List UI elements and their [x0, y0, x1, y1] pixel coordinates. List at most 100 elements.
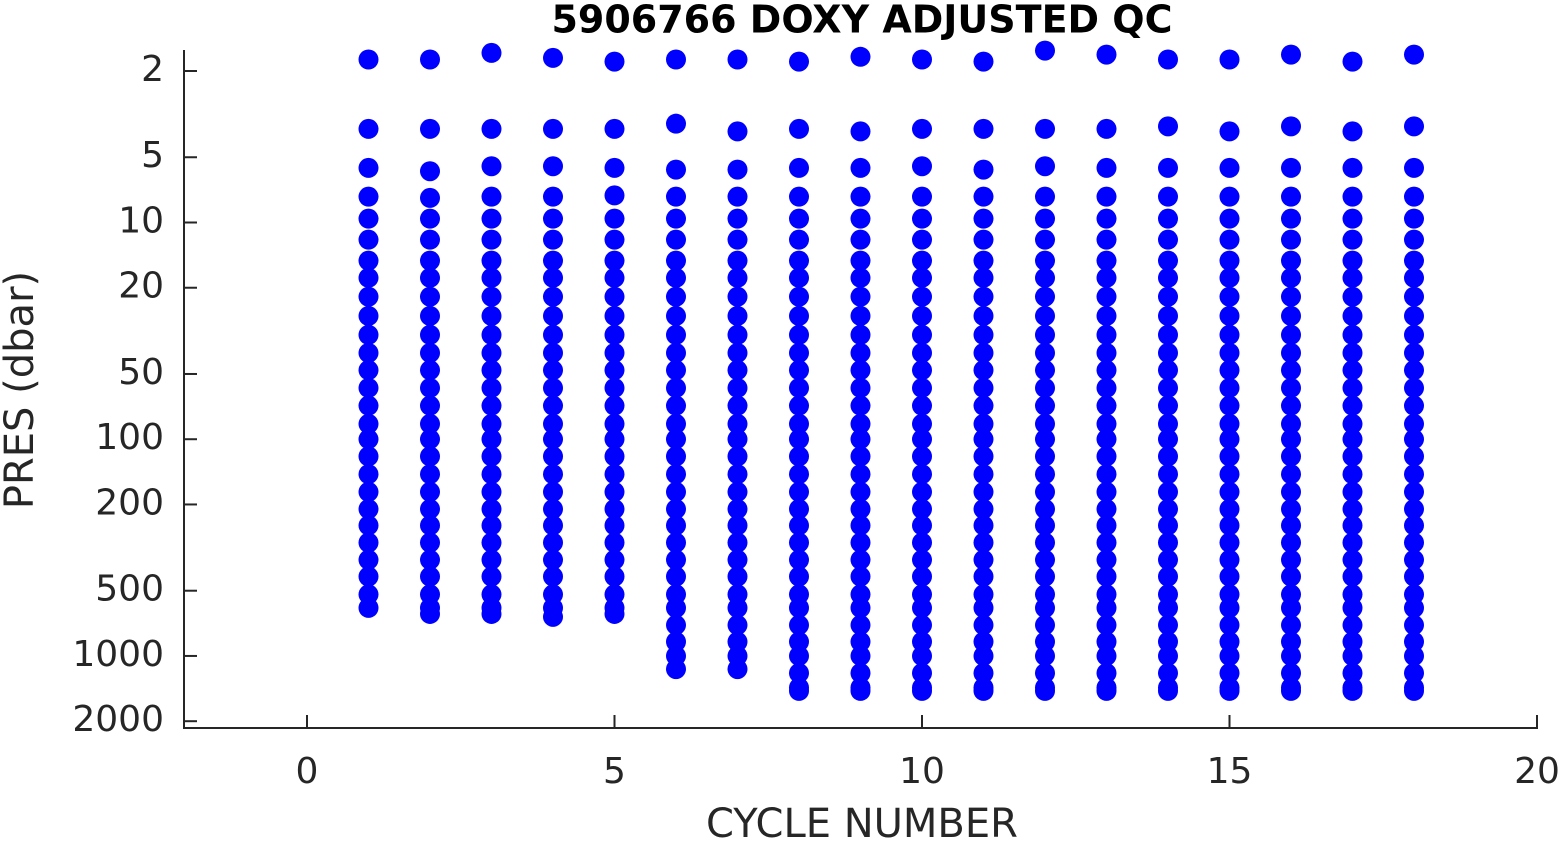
- data-point: [1281, 116, 1301, 137]
- data-point: [1281, 631, 1301, 652]
- data-point: [1404, 305, 1424, 326]
- data-point: [420, 413, 440, 434]
- data-point: [666, 429, 686, 450]
- data-point: [543, 324, 563, 345]
- data-point: [1342, 208, 1363, 229]
- data-point: [1035, 305, 1055, 326]
- data-point: [973, 159, 994, 180]
- data-point: [1096, 44, 1117, 65]
- data-point: [789, 324, 809, 345]
- data-point: [543, 395, 563, 416]
- data-point: [1219, 464, 1240, 485]
- data-point: [543, 47, 563, 68]
- data-point: [727, 615, 748, 636]
- data-point: [1404, 186, 1424, 207]
- data-point: [789, 395, 809, 416]
- data-point: [973, 324, 994, 345]
- data-point: [1342, 499, 1363, 520]
- data-point: [604, 342, 625, 363]
- data-point: [358, 157, 379, 178]
- data-point: [1404, 342, 1424, 363]
- data-point: [1219, 49, 1240, 70]
- data-point: [912, 250, 932, 271]
- data-point: [1342, 464, 1363, 485]
- data-point: [1281, 499, 1301, 520]
- data-point: [850, 413, 871, 434]
- data-point: [358, 413, 379, 434]
- data-point: [358, 267, 379, 288]
- data-point: [912, 464, 932, 485]
- data-point: [912, 566, 932, 587]
- data-point: [1342, 305, 1363, 326]
- data-point: [1158, 566, 1178, 587]
- data-point: [727, 305, 748, 326]
- x-tick-label: 15: [1207, 751, 1253, 792]
- data-point: [1404, 413, 1424, 434]
- data-point: [1281, 680, 1301, 701]
- data-point: [1281, 395, 1301, 416]
- data-point: [789, 515, 809, 536]
- data-point: [912, 631, 932, 652]
- data-point: [1158, 157, 1178, 178]
- data-point: [1096, 324, 1117, 345]
- data-point: [973, 429, 994, 450]
- data-point: [1219, 208, 1240, 229]
- data-point: [666, 113, 686, 134]
- data-point: [1281, 566, 1301, 587]
- data-point: [727, 464, 748, 485]
- data-point: [604, 603, 625, 624]
- data-point: [358, 49, 379, 70]
- data-point: [789, 429, 809, 450]
- data-point: [727, 597, 748, 618]
- data-point: [481, 566, 502, 587]
- data-point: [481, 250, 502, 271]
- data-point: [1035, 446, 1055, 467]
- data-point: [420, 532, 440, 553]
- data-point: [1342, 395, 1363, 416]
- data-point: [358, 324, 379, 345]
- data-point: [727, 229, 748, 250]
- data-point: [1404, 429, 1424, 450]
- data-point: [604, 532, 625, 553]
- data-point: [789, 186, 809, 207]
- data-point: [1096, 395, 1117, 416]
- data-point: [912, 49, 932, 70]
- data-point: [912, 597, 932, 618]
- data-point: [1096, 464, 1117, 485]
- data-point: [1281, 250, 1301, 271]
- data-point: [1342, 532, 1363, 553]
- data-point: [666, 360, 686, 381]
- data-point: [666, 566, 686, 587]
- data-point: [1404, 615, 1424, 636]
- data-point: [481, 446, 502, 467]
- data-point: [789, 615, 809, 636]
- data-point: [912, 342, 932, 363]
- data-point: [358, 286, 379, 307]
- data-point: [912, 305, 932, 326]
- data-point: [973, 395, 994, 416]
- data-point: [727, 324, 748, 345]
- data-point: [481, 464, 502, 485]
- data-point: [1281, 645, 1301, 666]
- data-point: [973, 208, 994, 229]
- data-point: [1342, 324, 1363, 345]
- data-point: [604, 51, 625, 72]
- data-point: [727, 286, 748, 307]
- data-point: [1158, 429, 1178, 450]
- data-point: [481, 499, 502, 520]
- data-point: [1342, 515, 1363, 536]
- data-point: [789, 532, 809, 553]
- data-point: [1219, 342, 1240, 363]
- data-point: [481, 342, 502, 363]
- data-point: [1035, 342, 1055, 363]
- data-point: [1219, 121, 1240, 142]
- data-point: [850, 395, 871, 416]
- data-point: [912, 286, 932, 307]
- data-point: [1219, 229, 1240, 250]
- data-point: [912, 499, 932, 520]
- data-point: [1281, 342, 1301, 363]
- data-point: [1035, 663, 1055, 684]
- data-point: [420, 286, 440, 307]
- data-point: [1281, 208, 1301, 229]
